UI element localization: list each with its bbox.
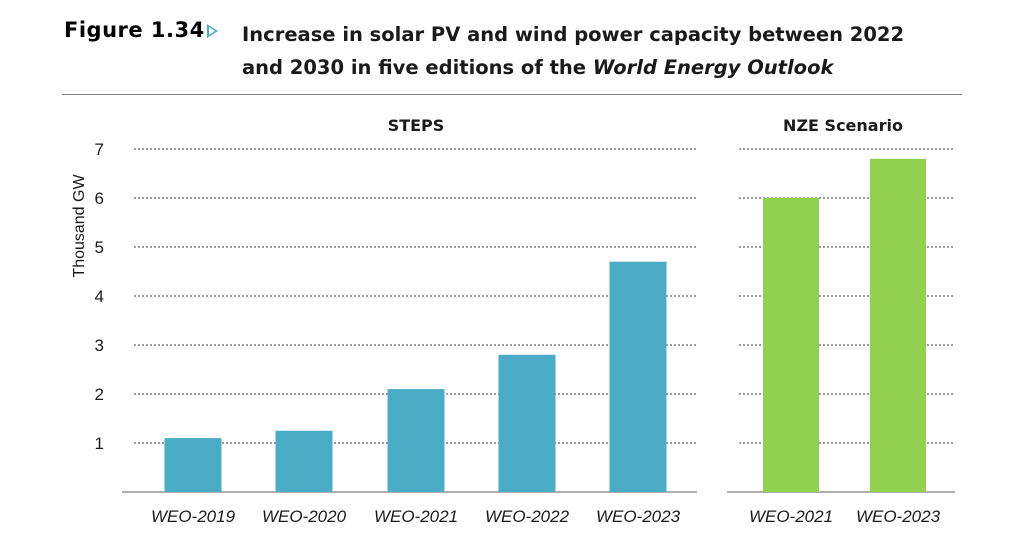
y-axis-label: Thousand GW [71,174,88,278]
bar-weo-2021 [387,389,445,492]
panel-title: NZE Scenario [783,116,903,135]
x-category-label: WEO-2023 [856,507,941,526]
figure-header: Figure 1.34 Increase in solar PV and win… [64,16,964,96]
x-category-label: WEO-2020 [262,507,347,526]
x-category-label: WEO-2022 [485,507,570,526]
header-divider [62,94,962,95]
x-category-label: WEO-2021 [749,507,833,526]
figure-title-italic: World Energy Outlook [592,56,834,79]
bar-weo-2023 [870,158,926,493]
y-tick-label: 4 [95,287,104,306]
bar-weo-2023 [609,261,667,492]
x-category-label: WEO-2023 [596,507,681,526]
figure-title-main: Increase in solar PV and wind power capa… [242,23,905,79]
bar-weo-2022 [498,354,556,492]
figure-title: Increase in solar PV and wind power capa… [242,18,942,84]
triangle-arrow-icon [207,24,218,38]
y-tick-label: 3 [95,336,104,355]
bar-weo-2020 [275,430,333,492]
y-tick-label: 5 [95,238,104,257]
y-tick-label: 1 [95,434,104,453]
panel-title: STEPS [388,116,445,135]
x-category-label: WEO-2021 [374,507,458,526]
bar-weo-2019 [164,438,222,492]
y-tick-label: 6 [95,189,104,208]
x-category-label: WEO-2019 [151,507,236,526]
y-tick-label: 7 [95,140,104,159]
y-tick-label: 2 [95,385,104,404]
bar-weo-2021 [763,198,819,492]
figure-label: Figure 1.34 [64,18,205,42]
